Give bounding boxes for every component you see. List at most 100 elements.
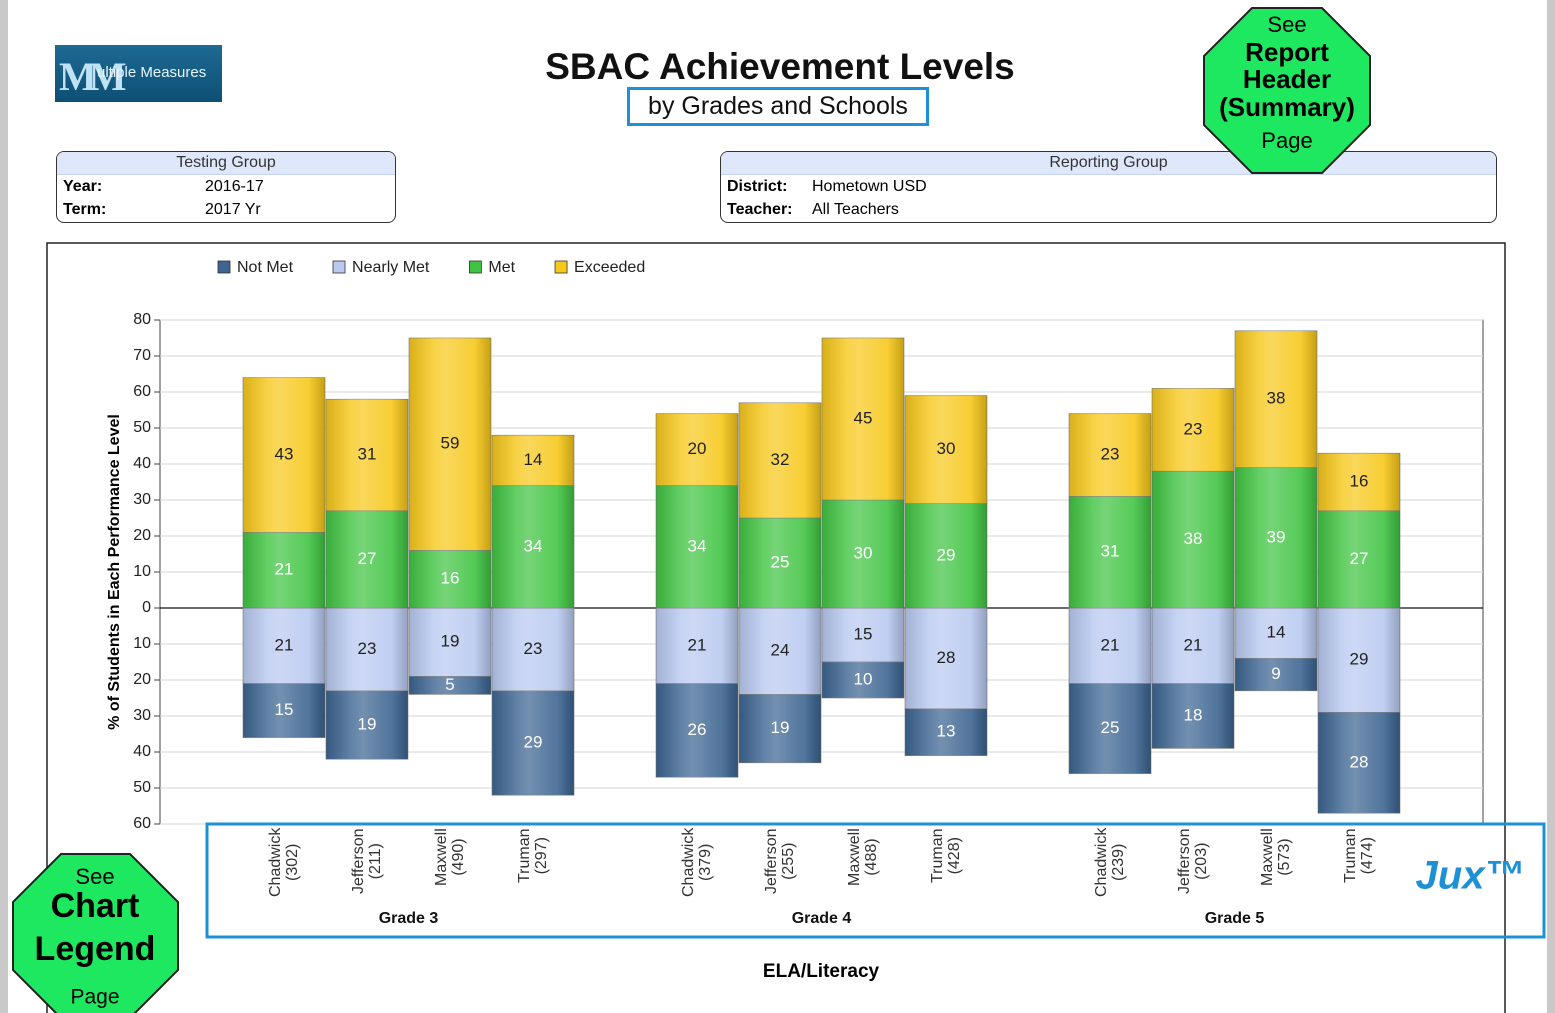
value-label: 28 <box>937 648 956 667</box>
bar-highlight <box>492 608 574 691</box>
y-tick-label: 50 <box>133 419 151 436</box>
logo-mark: MM <box>59 54 126 99</box>
bar-highlight <box>1152 683 1234 749</box>
callout-text: Chart <box>51 887 140 925</box>
callout-text: Legend <box>35 930 156 968</box>
bar-highlight <box>1318 510 1400 608</box>
bar-highlight <box>822 608 904 662</box>
brand: Jux™ <box>1416 854 1525 898</box>
y-tick-label: 60 <box>133 815 151 832</box>
value-label: 21 <box>1101 635 1120 654</box>
bar-highlight <box>326 690 408 760</box>
y-tick-label: 10 <box>133 635 151 652</box>
bar-highlight <box>739 694 821 763</box>
field-label: Teacher: <box>727 201 793 218</box>
x-tick-label: Chadwick (302) <box>267 827 301 897</box>
field-value: Hometown USD <box>812 178 927 195</box>
group-label: Grade 5 <box>1205 910 1265 927</box>
x-axis-label: ELA/Literacy <box>763 961 880 982</box>
y-tick-label: 30 <box>133 707 151 724</box>
x-tick-label: Jefferson (255) <box>763 828 797 894</box>
bar-highlight <box>905 395 987 504</box>
bar-highlight <box>739 402 821 518</box>
value-label: 31 <box>1101 542 1120 561</box>
callout-octagon <box>1203 7 1371 174</box>
value-label: 27 <box>358 549 377 568</box>
bar-highlight <box>1318 608 1400 713</box>
bar-highlight <box>1069 608 1151 684</box>
value-label: 30 <box>854 543 873 562</box>
value-label: 21 <box>688 635 707 654</box>
value-label: 20 <box>688 439 707 458</box>
value-label: 21 <box>1184 635 1203 654</box>
group-label: Grade 3 <box>379 910 439 927</box>
y-tick-label: 30 <box>133 491 151 508</box>
value-label: 29 <box>1350 650 1369 669</box>
legend-label: Met <box>488 259 515 276</box>
value-label: 26 <box>688 720 707 739</box>
callout-text: See <box>75 864 114 889</box>
value-label: 14 <box>1267 623 1286 642</box>
y-tick-label: 80 <box>133 311 151 328</box>
value-label: 5 <box>445 675 454 694</box>
value-label: 21 <box>275 560 294 579</box>
group-label: Grade 4 <box>792 910 852 927</box>
bar-highlight <box>1318 453 1400 511</box>
value-label: 23 <box>358 639 377 658</box>
callout-text: Report <box>1245 37 1329 67</box>
legend-swatch <box>332 260 346 274</box>
value-label: 19 <box>358 714 377 733</box>
field-label: Year: <box>63 178 103 195</box>
testing-group: Testing Group Year: 2016-17 Term: 2017 Yr <box>56 151 396 223</box>
x-tick-label: Truman (428) <box>929 828 963 883</box>
callout-text: See <box>1267 12 1306 37</box>
value-label: 45 <box>854 408 873 427</box>
value-label: 13 <box>937 722 956 741</box>
value-label: 25 <box>771 552 790 571</box>
y-tick-label: 10 <box>133 563 151 580</box>
bar-highlight <box>409 676 491 695</box>
callout-text: Page <box>1261 128 1312 153</box>
callout-text: Page <box>70 986 119 1009</box>
bar-highlight <box>739 608 821 695</box>
bar-highlight <box>656 413 738 486</box>
y-tick-label: 70 <box>133 347 151 364</box>
bar-highlight <box>1069 496 1151 608</box>
callout-octagon <box>12 853 179 1013</box>
value-label: 15 <box>854 624 873 643</box>
bar-highlight <box>1069 413 1151 497</box>
bar-highlight <box>492 485 574 608</box>
field-value: All Teachers <box>812 201 899 218</box>
bar-highlight <box>326 608 408 691</box>
legend-swatch <box>554 260 568 274</box>
value-label: 14 <box>524 450 543 469</box>
logo: MM ultiple Measures <box>55 45 222 102</box>
value-label: 29 <box>524 732 543 751</box>
bar-highlight <box>243 608 325 684</box>
y-tick-label: 20 <box>133 527 151 544</box>
bar-highlight <box>905 503 987 608</box>
y-tick-label: 40 <box>133 455 151 472</box>
x-tick-label: Chadwick (239) <box>1093 827 1127 897</box>
bar-highlight <box>1235 608 1317 659</box>
y-tick-label: 20 <box>133 671 151 688</box>
bar-highlight <box>1318 712 1400 814</box>
value-label: 43 <box>275 444 294 463</box>
value-label: 28 <box>1350 752 1369 771</box>
bar-highlight <box>656 683 738 778</box>
value-label: 34 <box>524 536 543 555</box>
report-title: SBAC Achievement Levels <box>545 46 1015 87</box>
bar-highlight <box>739 518 821 608</box>
field-value: 2017 Yr <box>205 201 261 218</box>
value-label: 19 <box>771 718 790 737</box>
bar-highlight <box>492 690 574 796</box>
x-tick-label: Maxwell (573) <box>1259 828 1293 886</box>
bar-highlight <box>822 662 904 698</box>
x-tick-label: Jefferson (211) <box>350 828 384 894</box>
bar-highlight <box>326 399 408 511</box>
x-tick-label: Jefferson (203) <box>1176 828 1210 894</box>
bar-highlight <box>822 500 904 608</box>
y-tick-label: 50 <box>133 779 151 796</box>
bar-highlight <box>492 435 574 486</box>
